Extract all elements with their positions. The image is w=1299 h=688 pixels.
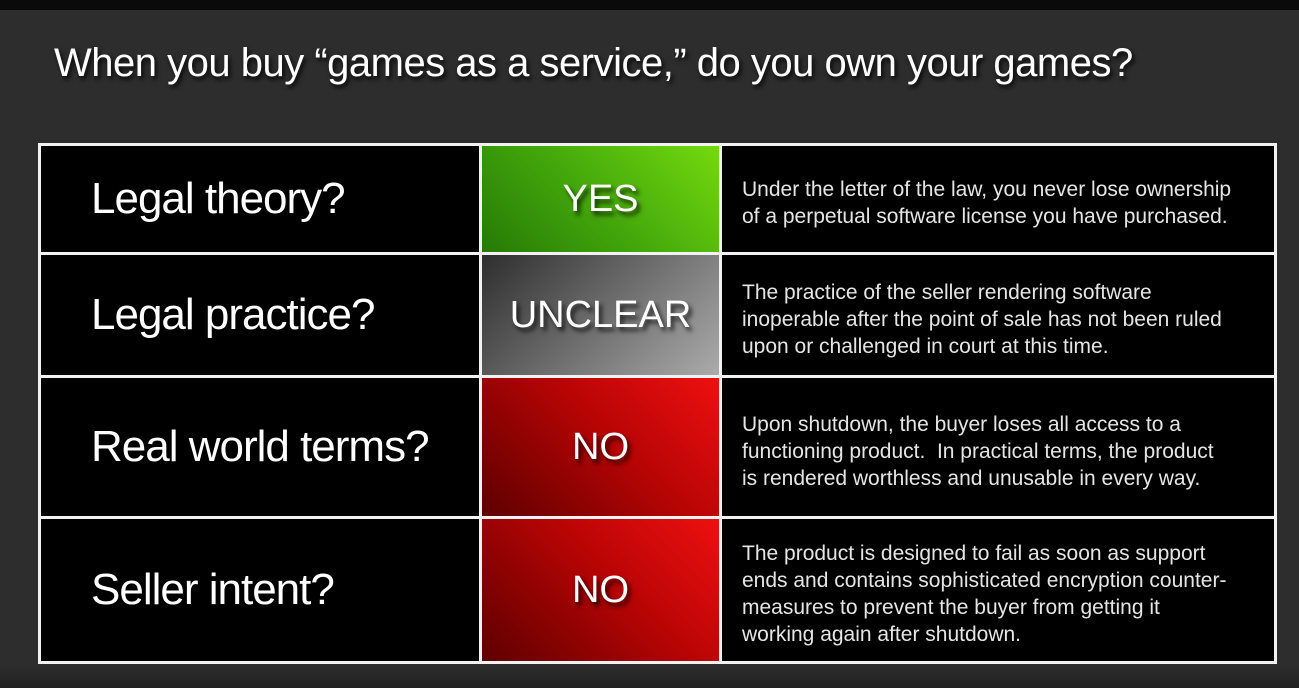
top-letterbox-bar [0, 0, 1299, 10]
explanation-cell-seller-intent: The product is designed to fail as soon … [722, 519, 1274, 661]
verdict-cell-legal-practice: UNCLEAR [482, 255, 719, 375]
question-cell-real-world-terms: Real world terms? [41, 378, 479, 516]
explanation-text: Under the letter of the law, you never l… [742, 178, 1237, 228]
verdict-cell-seller-intent: NO [482, 519, 719, 661]
explanation-cell-legal-practice: The practice of the seller rendering sof… [722, 255, 1274, 375]
explanation-cell-legal-theory: Under the letter of the law, you never l… [722, 146, 1274, 252]
explanation-text: The practice of the seller rendering sof… [742, 280, 1228, 358]
verdict-cell-legal-theory: YES [482, 146, 719, 252]
explanation-cell-real-world-terms: Upon shutdown, the buyer loses all acces… [722, 378, 1274, 516]
question-cell-legal-theory: Legal theory? [41, 146, 479, 252]
ownership-verdict-table: Legal theory? YES Under the letter of th… [38, 143, 1277, 664]
question-cell-seller-intent: Seller intent? [41, 519, 479, 661]
explanation-text: Upon shutdown, the buyer loses all acces… [742, 412, 1220, 490]
slide-title: When you buy “games as a service,” do yo… [54, 40, 1133, 85]
question-cell-legal-practice: Legal practice? [41, 255, 479, 375]
bottom-shade [0, 666, 1299, 688]
verdict-cell-real-world-terms: NO [482, 378, 719, 516]
explanation-text: The product is designed to fail as soon … [742, 542, 1227, 646]
